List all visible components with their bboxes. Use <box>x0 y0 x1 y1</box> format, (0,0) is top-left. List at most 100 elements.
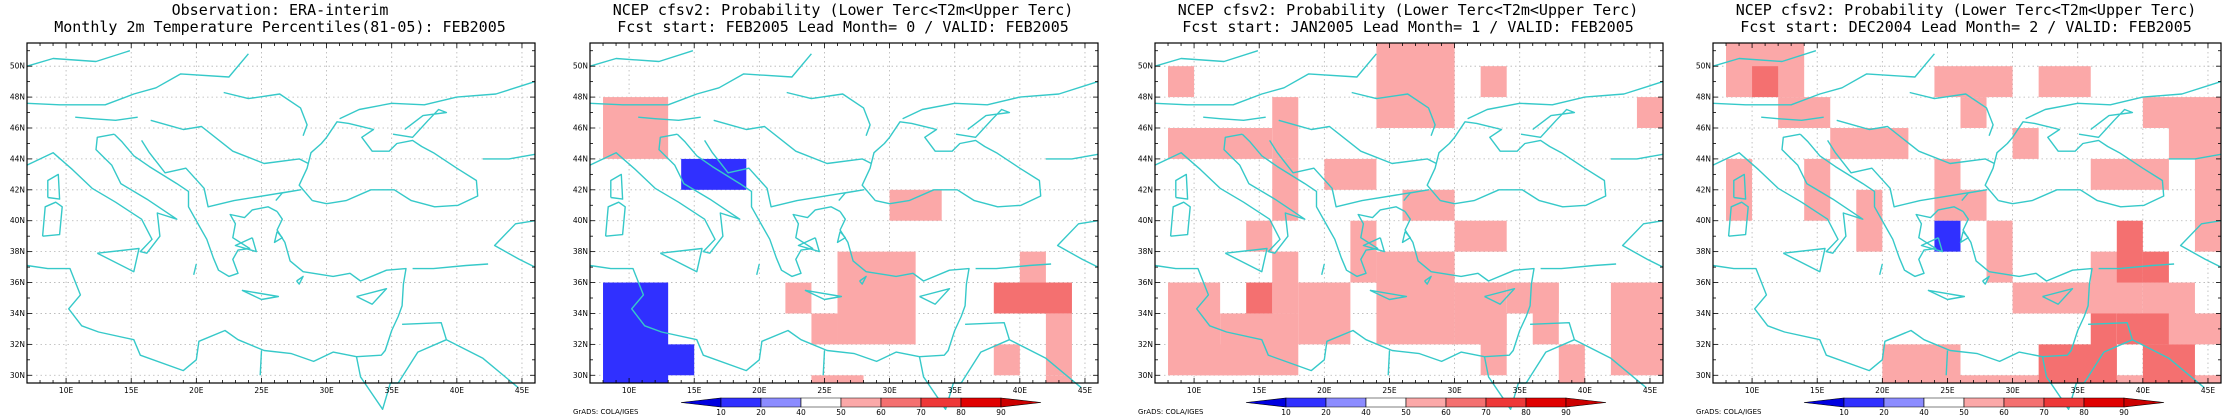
lat-tick-label: 44N <box>10 154 25 163</box>
lat-tick-label: 34N <box>1138 309 1153 318</box>
colorbar-swatch <box>1485 397 1527 408</box>
forecast-panel-lead1: NCEP cfsv2: Probability (Lower Terc<T2m<… <box>1138 0 1678 420</box>
lat-tick-label: 30N <box>573 371 588 380</box>
coastline <box>392 108 448 139</box>
probability-cell <box>1402 189 1455 221</box>
colorbar-label: 10 <box>1839 408 1849 417</box>
lat-tick-label: 30N <box>1138 371 1153 380</box>
colorbar-label: 40 <box>1919 408 1929 417</box>
lat-tick-label: 46N <box>1696 124 1711 133</box>
grads-credit: GrADS: COLA/IGES <box>1138 408 1204 416</box>
colorbar-label: 90 <box>1561 408 1571 417</box>
island-outline <box>1401 231 1411 244</box>
colorbar-swatch <box>2003 397 2045 408</box>
colorbar-swatch <box>1525 397 1567 408</box>
coastline <box>412 263 489 270</box>
lat-tick-label: 46N <box>10 124 25 133</box>
lon-tick-label: 35E <box>948 386 963 395</box>
lat-tick-label: 48N <box>10 93 25 102</box>
coastline <box>589 50 694 67</box>
lat-tick-label: 44N <box>573 154 588 163</box>
island-outline <box>1369 289 1408 301</box>
probability-cell <box>1856 189 1883 252</box>
colorbar-label: 90 <box>2119 408 2129 417</box>
coastline <box>1154 50 1259 67</box>
coastline <box>1203 116 1266 122</box>
coastline <box>676 133 841 278</box>
probability-cell <box>681 158 747 190</box>
lon-tick-label: 10E <box>1745 386 1760 395</box>
coastline <box>259 350 263 376</box>
lat-tick-label: 32N <box>1138 340 1153 349</box>
lon-tick-label: 10E <box>59 386 74 395</box>
coastline <box>1426 121 1607 208</box>
coastline <box>141 140 302 208</box>
colorbar-label: 40 <box>796 408 806 417</box>
probability-cell <box>2064 375 2117 383</box>
probability-cell <box>1752 66 1779 98</box>
colorbar: 10 20 40 50 60 70 80 90 <box>1245 397 1607 417</box>
lon-tick-label: 20E <box>1875 386 1890 395</box>
colorbar-swatch <box>1365 397 1407 408</box>
colorbar-swatch <box>1405 397 1447 408</box>
coastline <box>1761 116 1824 122</box>
lon-tick-label: 45E <box>515 386 530 395</box>
coastline <box>1712 133 1864 254</box>
probability-cell <box>993 344 1020 376</box>
tick-marks <box>1713 43 2222 383</box>
island-outline <box>659 247 703 273</box>
probability-cell <box>2168 313 2221 345</box>
colorbar-label: 10 <box>1281 408 1291 417</box>
coastline <box>1945 350 1949 376</box>
coastline <box>589 133 741 254</box>
colorbar-swatch <box>720 397 762 408</box>
island-outline <box>1982 275 1990 285</box>
coastline <box>2098 263 2175 270</box>
coastline <box>1154 211 1535 372</box>
coastline <box>2078 108 2134 139</box>
coastline <box>2179 220 2222 268</box>
panel-subtitle: Fcst start: DEC2004 Lead Month= 2 / VALI… <box>1740 18 2192 36</box>
probability-cell <box>2012 128 2039 159</box>
colorbar-label: 70 <box>916 408 926 417</box>
coastline <box>638 116 701 122</box>
probability-cell <box>1045 375 1072 383</box>
island-outline <box>2042 288 2074 305</box>
lat-tick-label: 38N <box>1138 247 1153 256</box>
coastline <box>150 119 309 165</box>
lat-tick-label: 40N <box>10 216 25 225</box>
coastline <box>2132 339 2205 389</box>
probability-cell <box>1960 375 2039 383</box>
coastline <box>1269 140 1430 208</box>
probability-shading <box>1168 43 1663 383</box>
island-outline <box>1920 237 1944 253</box>
coastline <box>113 133 278 278</box>
colorbar-swatch <box>2043 397 2085 408</box>
colorbar-swatch <box>1803 397 1845 408</box>
lon-tick-label: 35E <box>2071 386 2086 395</box>
island-outline <box>610 173 624 200</box>
lat-tick-label: 30N <box>1696 371 1711 380</box>
island-outline <box>1927 289 1966 301</box>
panel-subtitle: Fcst start: JAN2005 Lead Month= 1 / VALI… <box>1182 18 1634 36</box>
coastline <box>1009 339 1082 389</box>
coastline <box>1045 153 1099 160</box>
probability-cell <box>811 313 838 345</box>
coastline <box>1799 133 1964 278</box>
probability-cell <box>2142 344 2195 383</box>
lon-tick-label: 45E <box>1078 386 1093 395</box>
coastline <box>1278 119 1437 165</box>
probability-cell <box>811 375 864 383</box>
coastline <box>756 263 760 275</box>
probability-cell <box>1934 220 1961 252</box>
probability-cell <box>1636 97 1663 128</box>
coastline <box>861 121 1042 208</box>
lat-tick-label: 46N <box>573 124 588 133</box>
coastline <box>713 119 872 165</box>
lat-tick-label: 50N <box>1696 62 1711 71</box>
lon-tick-label: 15E <box>1252 386 1267 395</box>
lon-tick-label: 40E <box>1578 386 1593 395</box>
colorbar-label: 50 <box>1401 408 1411 417</box>
coastline <box>822 350 826 376</box>
colorbar-swatch <box>1000 397 1042 408</box>
